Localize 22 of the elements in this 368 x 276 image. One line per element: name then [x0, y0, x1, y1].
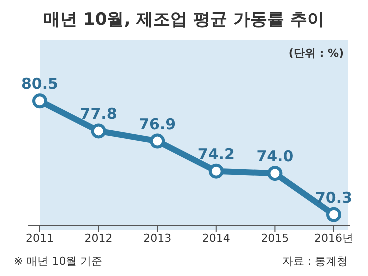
- x-tick-label: 2014: [202, 232, 230, 245]
- x-tick-label: 2015: [261, 232, 290, 245]
- chart-subtitle: (단위 : %): [288, 46, 344, 61]
- x-tick-label: 2011: [26, 232, 54, 245]
- data-label: 74.2: [198, 145, 235, 164]
- data-label: 74.0: [256, 148, 294, 166]
- point: [268, 166, 283, 182]
- x-tick-label: 2013: [144, 232, 172, 245]
- chart-title: 매년 10월, 제조업 평균 가동률 추이: [42, 9, 326, 31]
- point: [326, 207, 342, 222]
- data-label: 70.3: [315, 188, 353, 207]
- text: ※ 매년 10월 기준: [14, 254, 103, 269]
- x-tick-label: 2012: [84, 232, 113, 245]
- text: 자료 : 통계청: [282, 254, 348, 269]
- data-label: 80.5: [21, 75, 59, 94]
- data-label: 76.9: [139, 115, 176, 134]
- point: [91, 124, 106, 139]
- x-tick-label: 2016년: [314, 232, 354, 245]
- data-label: 77.8: [80, 105, 118, 124]
- point: [32, 94, 48, 109]
- point: [150, 134, 166, 149]
- point: [208, 164, 224, 179]
